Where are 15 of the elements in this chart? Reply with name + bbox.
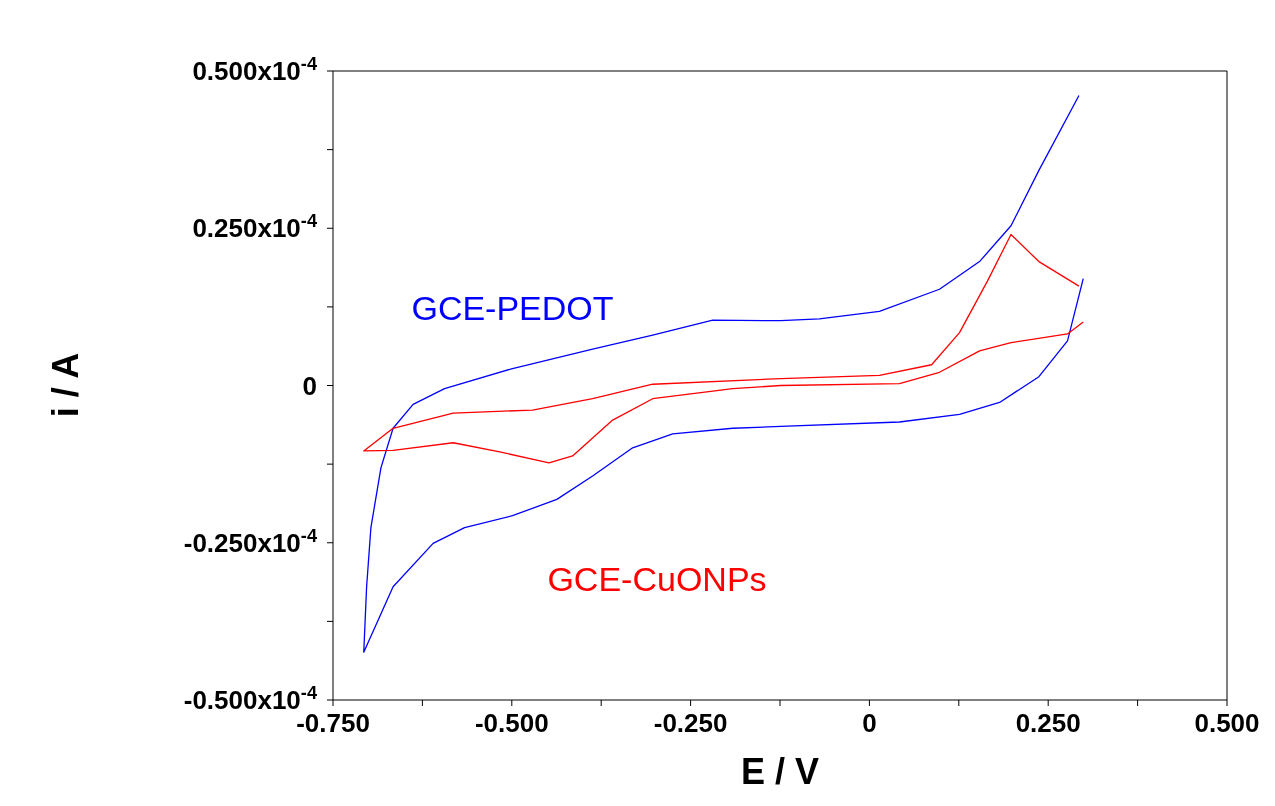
x-tick-label: 0 [862, 708, 877, 738]
y-tick-label: 0.500x10$^{-4}$ [192, 54, 318, 86]
y-axis-title: i / A [45, 352, 86, 418]
y-tick-label: 0.250x10$^{-4}$ [192, 211, 318, 244]
y-tick-label: 0 [302, 370, 317, 401]
text: GCE-CuONPs [547, 559, 767, 599]
line-series [363, 233, 1084, 464]
x-tick-label: 0.500 [1194, 708, 1260, 738]
line-series [363, 94, 1084, 653]
series-label: GCE-PEDOT [411, 288, 614, 328]
x-tick-label: -0.250 [653, 708, 728, 738]
x-tick-label: -0.500 [474, 708, 549, 738]
x-axis-title: E / V [740, 751, 820, 792]
y-tick-label: -0.250x10$^{-4}$ [183, 525, 318, 558]
x-tick-label: 0.250 [1015, 708, 1081, 738]
